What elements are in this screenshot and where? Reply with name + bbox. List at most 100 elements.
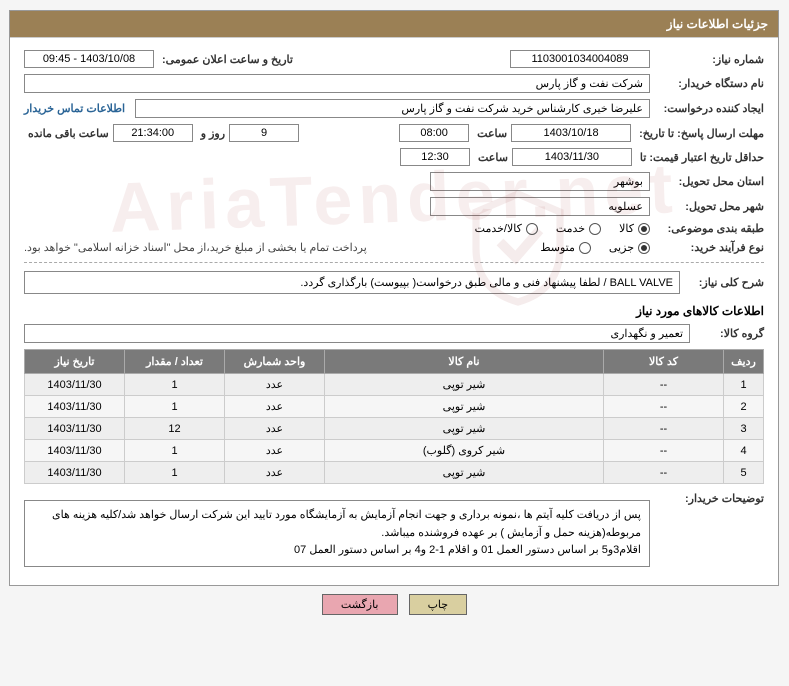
radio-dot-icon[interactable]	[579, 242, 591, 254]
announce-dt-label: تاریخ و ساعت اعلان عمومی:	[158, 53, 293, 66]
requester-value: علیرضا خیری کارشناس خرید شرکت نفت و گاز …	[135, 99, 650, 118]
table-row: 2--شیر توپیعدد11403/11/30	[25, 396, 764, 418]
days-value: 9	[229, 124, 299, 142]
buyer-notes-line1: پس از دریافت کلیه آیتم ها ،نمونه برداری …	[33, 507, 641, 542]
table-row: 3--شیر توپیعدد121403/11/30	[25, 418, 764, 440]
table-header: تاریخ نیاز	[25, 350, 125, 374]
table-header: واحد شمارش	[225, 350, 325, 374]
hour-label-2: ساعت	[474, 151, 508, 164]
table-header: ردیف	[724, 350, 764, 374]
process-label: نوع فرآیند خرید:	[654, 241, 764, 254]
goods-group-value: تعمیر و نگهداری	[24, 324, 690, 343]
table-cell: شیر توپی	[325, 374, 604, 396]
buyer-notes-line2: اقلام3و5 بر اساس دستور العمل 01 و اقلام …	[33, 542, 641, 560]
need-no-value: 1103001034004089	[510, 50, 650, 68]
table-cell: 1	[724, 374, 764, 396]
category-label: طبقه بندی موضوعی:	[654, 222, 764, 235]
table-cell: --	[604, 462, 724, 484]
city-label: شهر محل تحویل:	[654, 200, 764, 213]
category-radio-option[interactable]: کالا	[619, 222, 650, 235]
process-radio-label: جزیی	[609, 241, 634, 254]
radio-dot-icon[interactable]	[526, 223, 538, 235]
city-value: عسلویه	[430, 197, 650, 216]
goods-info-title: اطلاعات کالاهای مورد نیاز	[24, 304, 764, 318]
table-cell: شیر توپی	[325, 418, 604, 440]
table-cell: --	[604, 418, 724, 440]
table-cell: 1403/11/30	[25, 396, 125, 418]
goods-table: ردیفکد کالانام کالاواحد شمارشتعداد / مقد…	[24, 349, 764, 484]
category-radio-group: کالا خدمت کالا/خدمت	[475, 222, 650, 235]
table-row: 4--شیر کروی (گلوب)عدد11403/11/30	[25, 440, 764, 462]
table-cell: 1	[125, 462, 225, 484]
need-desc-label: شرح کلی نیاز:	[684, 276, 764, 289]
table-cell: --	[604, 374, 724, 396]
need-desc-value: BALL VALVE / لطفا پیشنهاد فنی و مالی طبق…	[24, 271, 680, 294]
table-cell: 4	[724, 440, 764, 462]
requester-label: ایجاد کننده درخواست:	[654, 102, 764, 115]
table-header: تعداد / مقدار	[125, 350, 225, 374]
panel-body: AriaTender.net شماره نیاز: 1103001034004…	[10, 37, 778, 585]
table-cell: شیر توپی	[325, 462, 604, 484]
hour-label-1: ساعت	[473, 127, 507, 140]
buyer-notes-box: پس از دریافت کلیه آیتم ها ،نمونه برداری …	[24, 500, 650, 567]
resp-deadline-label: مهلت ارسال پاسخ: تا تاریخ:	[635, 127, 764, 140]
process-radio-option[interactable]: جزیی	[609, 241, 650, 254]
category-radio-label: خدمت	[556, 222, 585, 235]
category-radio-option[interactable]: خدمت	[556, 222, 601, 235]
announce-dt-value: 1403/10/08 - 09:45	[24, 50, 154, 68]
validity-time-value: 12:30	[400, 148, 470, 166]
table-header: کد کالا	[604, 350, 724, 374]
table-cell: عدد	[225, 440, 325, 462]
table-cell: 1403/11/30	[25, 418, 125, 440]
print-button[interactable]: چاپ	[409, 594, 468, 615]
payment-note: پرداخت تمام یا بخشی از مبلغ خرید،از محل …	[24, 241, 367, 254]
back-button[interactable]: بازگشت	[322, 594, 398, 615]
table-cell: عدد	[225, 396, 325, 418]
table-cell: --	[604, 440, 724, 462]
resp-date-value: 1403/10/18	[511, 124, 631, 142]
radio-dot-icon[interactable]	[638, 242, 650, 254]
days-and-label: روز و	[197, 127, 225, 140]
table-row: 5--شیر توپیعدد11403/11/30	[25, 462, 764, 484]
process-radio-group: جزیی متوسط	[540, 241, 650, 254]
buyer-notes-label: توضیحات خریدار:	[654, 492, 764, 505]
table-cell: 1403/11/30	[25, 374, 125, 396]
table-cell: 2	[724, 396, 764, 418]
table-row: 1--شیر توپیعدد11403/11/30	[25, 374, 764, 396]
table-cell: 12	[125, 418, 225, 440]
table-cell: عدد	[225, 374, 325, 396]
timer-value: 21:34:00	[113, 124, 193, 142]
table-cell: عدد	[225, 418, 325, 440]
table-cell: شیر توپی	[325, 396, 604, 418]
table-cell: شیر کروی (گلوب)	[325, 440, 604, 462]
table-cell: --	[604, 396, 724, 418]
province-value: بوشهر	[430, 172, 650, 191]
details-panel: جزئیات اطلاعات نیاز AriaTender.net شماره…	[9, 10, 779, 586]
min-validity-label: حداقل تاریخ اعتبار قیمت: تا	[636, 151, 764, 164]
province-label: استان محل تحویل:	[654, 175, 764, 188]
table-cell: 1	[125, 374, 225, 396]
process-radio-option[interactable]: متوسط	[540, 241, 591, 254]
remaining-label: ساعت باقی مانده	[24, 127, 109, 140]
process-radio-label: متوسط	[540, 241, 575, 254]
category-radio-option[interactable]: کالا/خدمت	[475, 222, 538, 235]
table-cell: 1403/11/30	[25, 462, 125, 484]
resp-time-value: 08:00	[399, 124, 469, 142]
table-cell: 1	[125, 440, 225, 462]
need-no-label: شماره نیاز:	[654, 53, 764, 66]
table-cell: 5	[724, 462, 764, 484]
radio-dot-icon[interactable]	[589, 223, 601, 235]
table-cell: عدد	[225, 462, 325, 484]
validity-date-value: 1403/11/30	[512, 148, 632, 166]
table-cell: 1403/11/30	[25, 440, 125, 462]
buyer-org-value: شرکت نفت و گاز پارس	[24, 74, 650, 93]
category-radio-label: کالا	[619, 222, 634, 235]
buyer-org-label: نام دستگاه خریدار:	[654, 77, 764, 90]
radio-dot-icon[interactable]	[638, 223, 650, 235]
goods-group-label: گروه کالا:	[694, 327, 764, 340]
panel-title: جزئیات اطلاعات نیاز	[10, 11, 778, 37]
table-cell: 3	[724, 418, 764, 440]
buyer-contact-link[interactable]: اطلاعات تماس خریدار	[24, 102, 125, 115]
button-bar: چاپ بازگشت	[10, 594, 779, 615]
table-header: نام کالا	[325, 350, 604, 374]
